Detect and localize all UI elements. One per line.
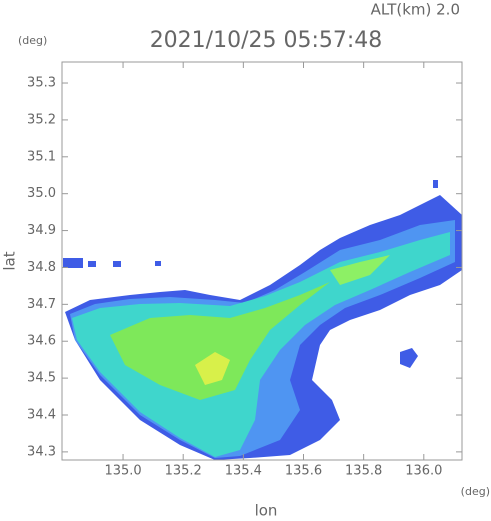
x-label: lon xyxy=(255,502,278,520)
x-tick-label: 135.6 xyxy=(285,464,322,479)
x-tick-label: 135.0 xyxy=(104,464,141,479)
y-tick-label: 34.6 xyxy=(27,334,56,349)
x-tick-label: 135.8 xyxy=(345,464,382,479)
x-tick-label: 135.4 xyxy=(225,464,262,479)
y-tick-label: 34.8 xyxy=(27,260,56,275)
x-tick-label: 136.0 xyxy=(405,464,442,479)
y-tick-label: 34.4 xyxy=(27,407,56,422)
plot-frame xyxy=(61,61,463,461)
y-tick-label: 34.9 xyxy=(27,223,56,238)
y-tick-label: 34.7 xyxy=(27,297,56,312)
altitude-label: ALT(km) 2.0 xyxy=(371,1,460,19)
y-tick-label: 35.1 xyxy=(27,149,56,164)
y-tick-label: 34.5 xyxy=(27,371,56,386)
y-tick-label: 35.3 xyxy=(27,76,56,91)
y-tick-label: 35.2 xyxy=(27,112,56,127)
radar-echo xyxy=(63,180,462,460)
y-unit: (deg) xyxy=(18,34,47,47)
y-tick-label: 35.0 xyxy=(27,186,56,201)
y-label: lat xyxy=(1,251,19,270)
x-tick-label: 135.2 xyxy=(165,464,202,479)
y-tick-label: 34.3 xyxy=(27,444,56,459)
x-unit: (deg) xyxy=(461,485,490,498)
chart-title: 2021/10/25 05:57:48 xyxy=(150,28,383,53)
